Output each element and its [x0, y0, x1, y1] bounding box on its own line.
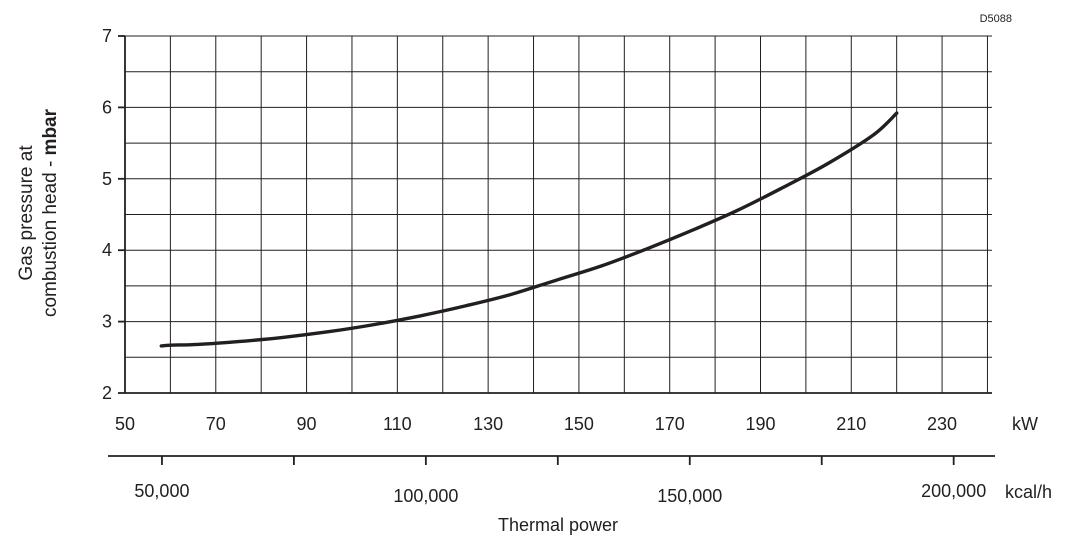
y-tick-label: 5 [102, 169, 112, 189]
tick-labels: 2 3 4 5 6 7 50 70 90 110 130 150 170 190 210 230 50,000 1… [102, 26, 986, 506]
x-tick-label: 210 [836, 414, 866, 434]
y-axis-title-prefix: combustion head - [40, 155, 61, 317]
secondary-x-tick-label: 100,000 [393, 486, 458, 506]
x-axis-title: Thermal power [498, 515, 618, 535]
secondary-x-tick-label: 200,000 [921, 481, 986, 501]
y-tick-label: 3 [102, 312, 112, 332]
drawing-code: D5088 [980, 13, 1012, 25]
axes [108, 35, 995, 465]
y-tick-label: 2 [102, 383, 112, 403]
x-tick-label: 50 [115, 414, 135, 434]
x-unit-secondary-label: kcal/h [1005, 482, 1052, 502]
x-tick-label: 90 [297, 414, 317, 434]
x-unit-primary-label: kW [1012, 414, 1038, 434]
x-tick-label: 230 [927, 414, 957, 434]
x-tick-label: 170 [655, 414, 685, 434]
y-tick-label: 7 [102, 26, 112, 46]
y-axis-title-line2: combustion head - mbar [40, 108, 61, 317]
x-tick-label: 130 [473, 414, 503, 434]
data-series [159, 111, 899, 348]
y-tick-label: 6 [102, 97, 112, 117]
x-tick-label: 190 [745, 414, 775, 434]
y-tick-label: 4 [102, 240, 112, 260]
grid-lines [125, 35, 992, 393]
secondary-x-tick-label: 50,000 [134, 481, 189, 501]
secondary-x-tick-label: 150,000 [657, 486, 722, 506]
y-axis-title-unit: mbar [40, 108, 61, 155]
x-tick-label: 70 [206, 414, 226, 434]
pressure-curve [159, 111, 899, 348]
x-tick-label: 150 [564, 414, 594, 434]
x-tick-label: 110 [383, 414, 412, 434]
y-axis-title-line1: Gas pressure at [16, 145, 37, 281]
